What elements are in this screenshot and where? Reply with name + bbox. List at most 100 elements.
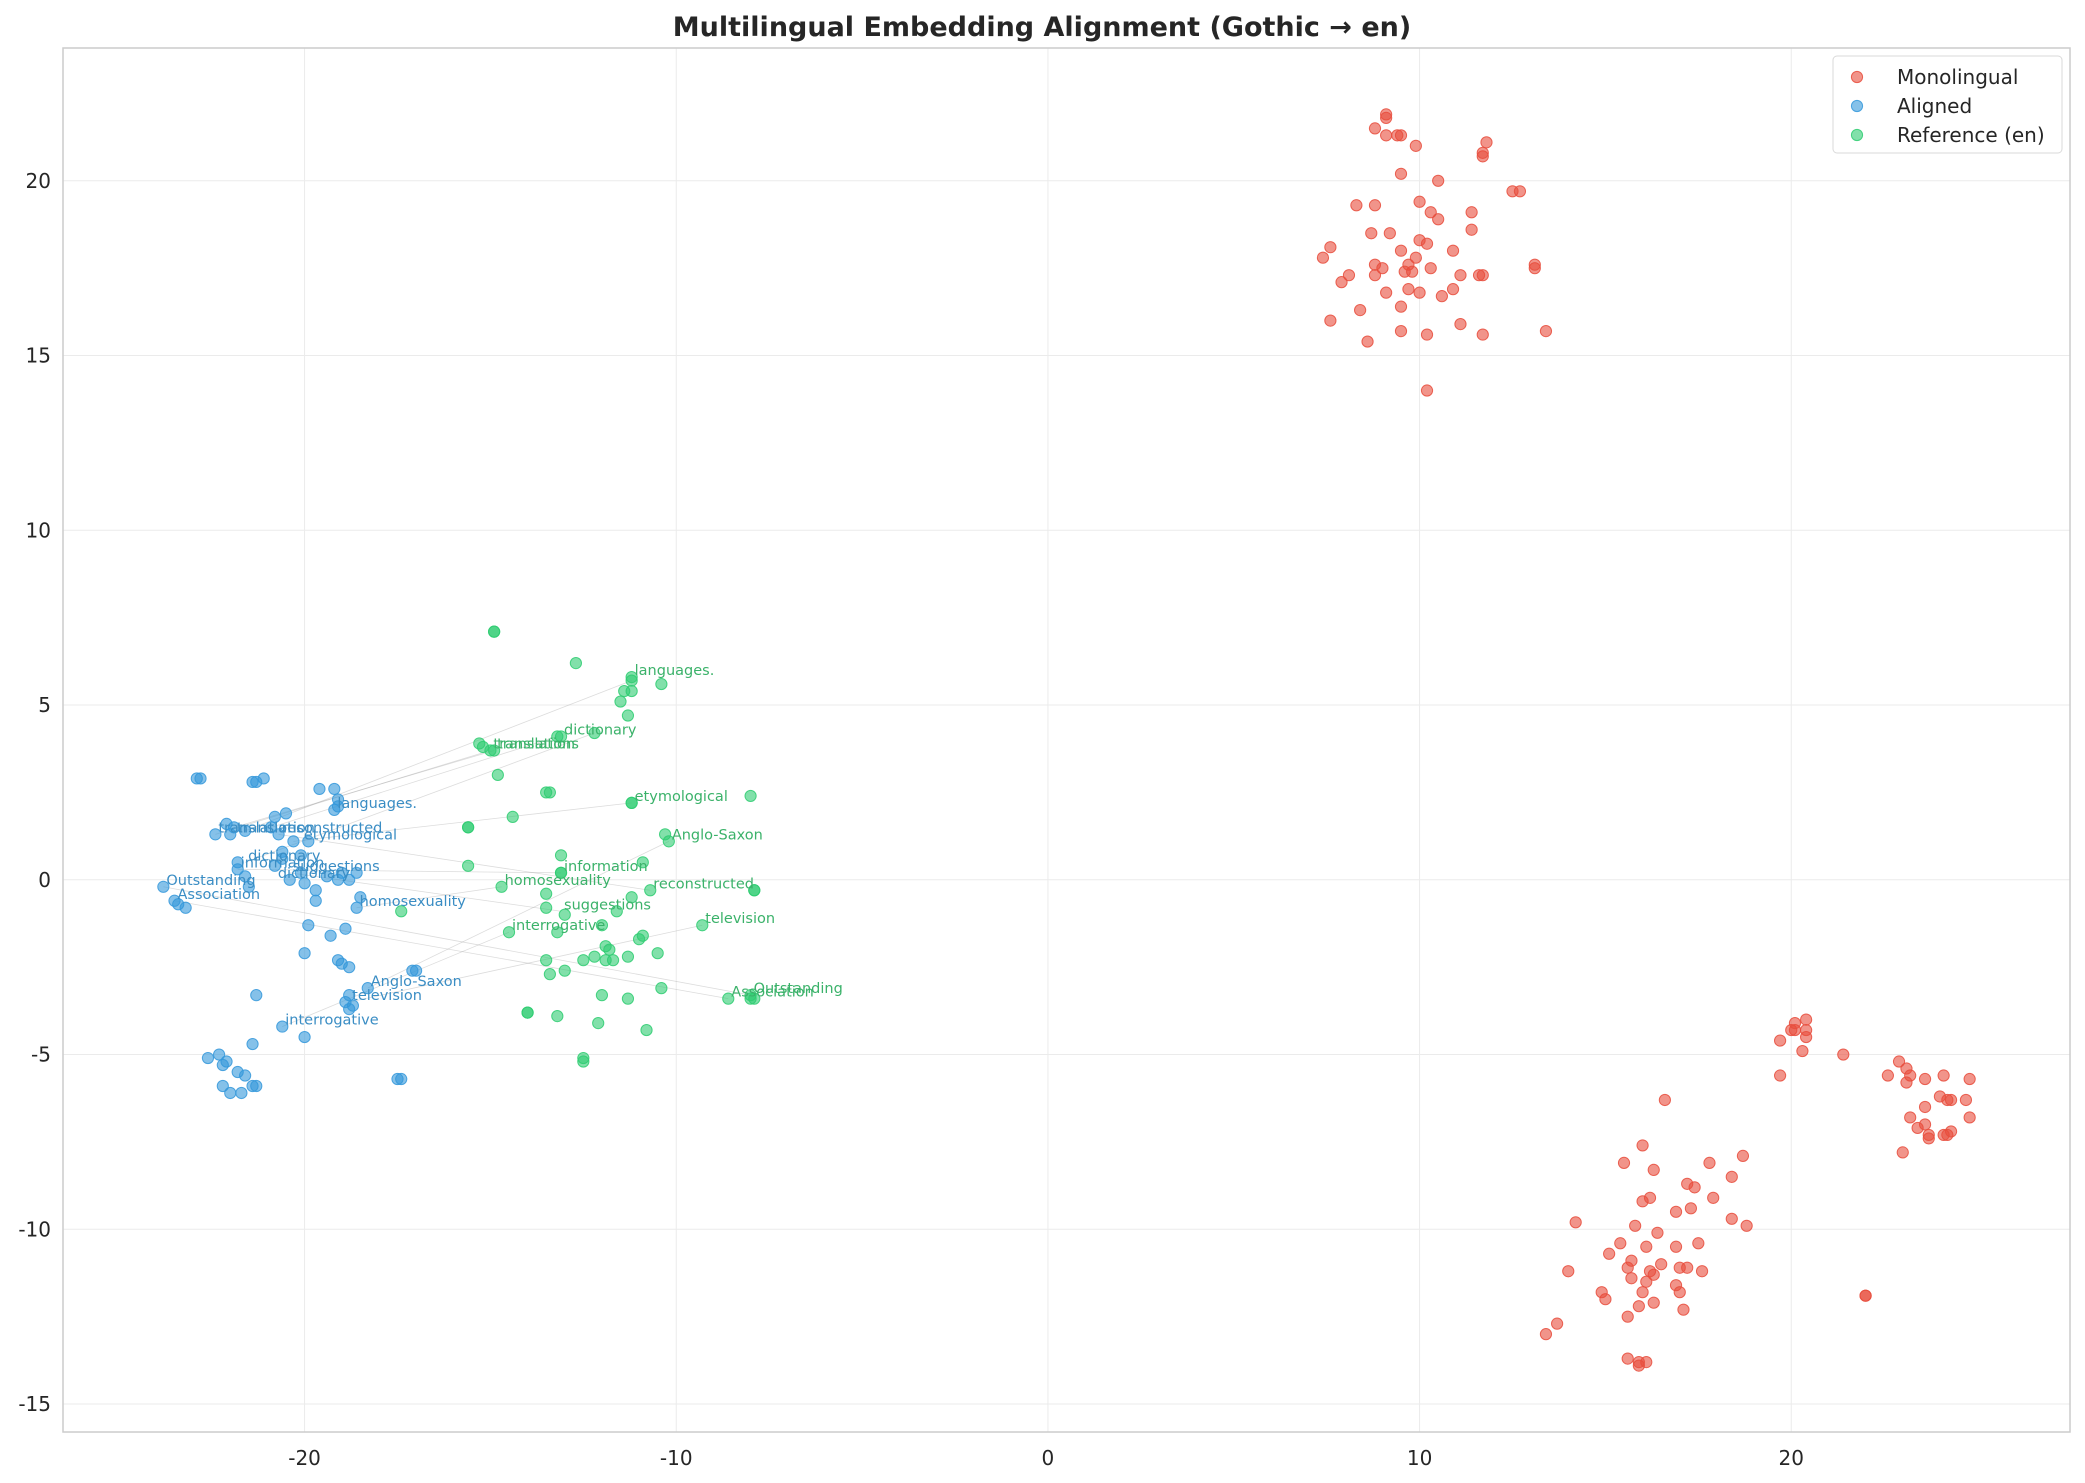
reference-en-point	[744, 789, 757, 803]
monolingual-point	[1409, 139, 1422, 152]
aligned-point	[239, 870, 252, 883]
point-label: translation	[497, 736, 575, 752]
axis-ticks: -20 -10 0 10 20 -15 -10 -5 0 5 10 15 20	[18, 169, 1804, 1470]
aligned-point	[298, 947, 311, 960]
monolingual-point	[1380, 286, 1393, 299]
monolingual-point	[1603, 1247, 1616, 1260]
monolingual-point	[1655, 1258, 1668, 1271]
reference-en-point	[521, 1006, 534, 1019]
point-label: etymological	[304, 827, 397, 843]
monolingual-point	[1316, 251, 1330, 264]
reference-en-point	[662, 835, 675, 848]
monolingual-point	[1420, 384, 1434, 397]
y-tick-label: 5	[38, 693, 51, 717]
reference-en-point	[621, 709, 635, 722]
point-labels: languages. dictionary translations translat…	[166, 663, 842, 1028]
aligned-point	[216, 1079, 229, 1093]
monolingual-point	[1944, 1093, 1958, 1107]
monolingual-point	[1342, 269, 1356, 282]
monolingual-point	[1432, 174, 1445, 187]
aligned-point	[324, 929, 337, 942]
x-tick-label: 0	[1042, 1446, 1055, 1470]
point-label: Anglo-Saxon	[672, 827, 763, 843]
aligned-point	[343, 1003, 356, 1016]
aligned-point	[246, 1037, 259, 1051]
aligned-point	[279, 807, 293, 820]
monolingual-point	[1669, 1240, 1683, 1253]
monolingual-point	[1647, 1163, 1660, 1176]
aligned-point	[309, 894, 322, 907]
monolingual-point	[1636, 1286, 1649, 1299]
monolingual-point	[1621, 1310, 1634, 1323]
monolingual-point	[1465, 206, 1478, 219]
aligned-point	[343, 961, 356, 974]
monolingual-point	[1959, 1093, 1973, 1107]
monolingual-point	[1413, 195, 1426, 208]
monolingual-point	[1800, 1030, 1813, 1044]
monolingual-point	[1684, 1202, 1698, 1215]
point-label: information	[564, 859, 648, 875]
monolingual-point	[1707, 1191, 1720, 1204]
aligned-point	[239, 824, 252, 837]
aligned-point	[276, 852, 289, 865]
aligned-point	[302, 835, 315, 848]
reference-en-point	[744, 992, 757, 1005]
aligned-point	[328, 803, 341, 816]
reference-en-point	[551, 926, 564, 939]
monolingual-point	[1424, 206, 1437, 219]
monolingual-point	[1394, 300, 1408, 313]
reference-en-point	[558, 964, 571, 977]
monolingual-point	[1420, 328, 1434, 341]
aligned-point	[250, 989, 263, 1002]
aligned-point	[294, 849, 307, 862]
monolingual-point	[1446, 244, 1460, 257]
monolingual-point	[1446, 283, 1460, 296]
monolingual-point	[1361, 335, 1374, 348]
monolingual-point	[1918, 1072, 1932, 1086]
monolingual-point	[1614, 1237, 1627, 1250]
monolingual-point	[1569, 1216, 1582, 1229]
aligned-point	[395, 1072, 408, 1086]
monolingual-point	[1335, 276, 1348, 289]
point-label: homosexuality	[360, 894, 467, 910]
reference-en-point	[636, 856, 649, 869]
data-points	[157, 108, 1976, 1372]
monolingual-point	[1658, 1093, 1671, 1107]
reference-en-point	[540, 954, 553, 967]
monolingual-point	[1528, 262, 1541, 275]
monolingual-point	[1394, 167, 1408, 180]
point-label: translations	[218, 820, 304, 836]
aligned-point	[298, 1030, 311, 1044]
reference-en-point	[506, 810, 519, 823]
reference-en-point	[722, 992, 735, 1005]
reference-en-point	[551, 1010, 564, 1023]
point-label: suggestions	[293, 859, 380, 875]
reference-en-point	[603, 943, 616, 956]
monolingual-point	[1625, 1272, 1638, 1285]
point-label: dictionary	[564, 723, 637, 739]
x-tick-label: -10	[660, 1446, 693, 1470]
monolingual-point	[1640, 1275, 1653, 1288]
reference-en-point	[655, 982, 668, 995]
reference-en-point	[621, 950, 635, 963]
monolingual-point	[1896, 1146, 1909, 1159]
legend-entry: Monolingual	[1897, 65, 2018, 89]
aligned-point	[179, 901, 192, 914]
monolingual-point	[1774, 1034, 1787, 1047]
monolingual-point	[1632, 1359, 1645, 1372]
monolingual-point	[1432, 213, 1445, 226]
reference-en-point	[558, 908, 571, 921]
point-label: languages.	[337, 796, 417, 812]
y-tick-label: -15	[18, 1392, 51, 1416]
monolingual-point	[1647, 1268, 1660, 1281]
aligned-point	[246, 1079, 259, 1093]
aligned-point	[194, 772, 207, 785]
point-label: Anglo-Saxon	[371, 974, 462, 990]
monolingual-point	[1963, 1072, 1976, 1086]
monolingual-point	[1383, 227, 1396, 240]
monolingual-point	[1350, 199, 1363, 212]
monolingual-point	[1539, 324, 1553, 338]
monolingual-point	[1837, 1048, 1850, 1061]
y-tick-label: -10	[18, 1217, 51, 1241]
monolingual-point	[1963, 1111, 1976, 1124]
